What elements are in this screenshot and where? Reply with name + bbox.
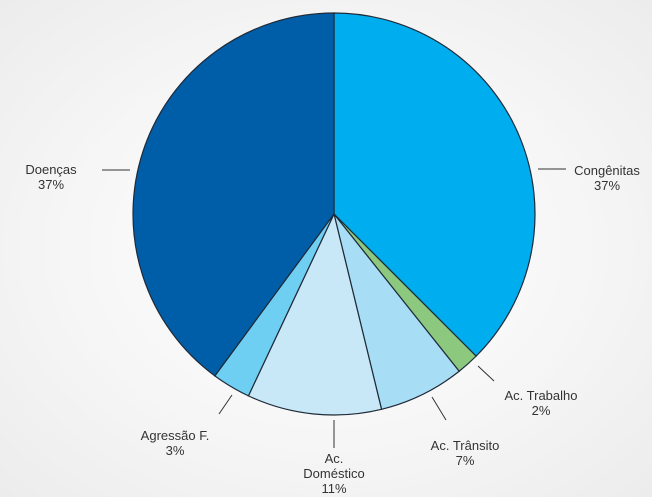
slice-label-ac-trabalho-0: Ac. Trabalho <box>505 388 578 403</box>
slice-label-congenitas-0: Congênitas <box>574 163 640 178</box>
slice-label-agressao-f-0: Agressão F. <box>141 428 210 443</box>
slice-percent-ac-transito: 7% <box>456 453 475 468</box>
pie-slice-congenitas <box>333 12 536 357</box>
slice-percent-ac-domestico: 11% <box>321 481 346 496</box>
leader-line-ac-trabalho <box>477 365 495 382</box>
leader-line-agressao-f <box>218 394 233 415</box>
slice-label-ac-domestico-0: Ac. <box>325 451 344 466</box>
slice-percent-agressao-f: 3% <box>166 443 185 458</box>
pie-slice-doencas <box>132 12 335 377</box>
slice-percent-congenitas: 37% <box>594 178 620 193</box>
slice-label-ac-transito-0: Ac. Trânsito <box>431 438 500 453</box>
pie-slice-ac-domestico <box>247 212 383 416</box>
slice-percent-doencas: 37% <box>38 177 64 192</box>
slice-label-ac-domestico-1: Doméstico <box>303 466 364 481</box>
leader-line-ac-transito <box>431 396 447 421</box>
slice-label-doencas-0: Doenças <box>25 162 77 177</box>
slice-percent-ac-trabalho: 2% <box>532 403 551 418</box>
